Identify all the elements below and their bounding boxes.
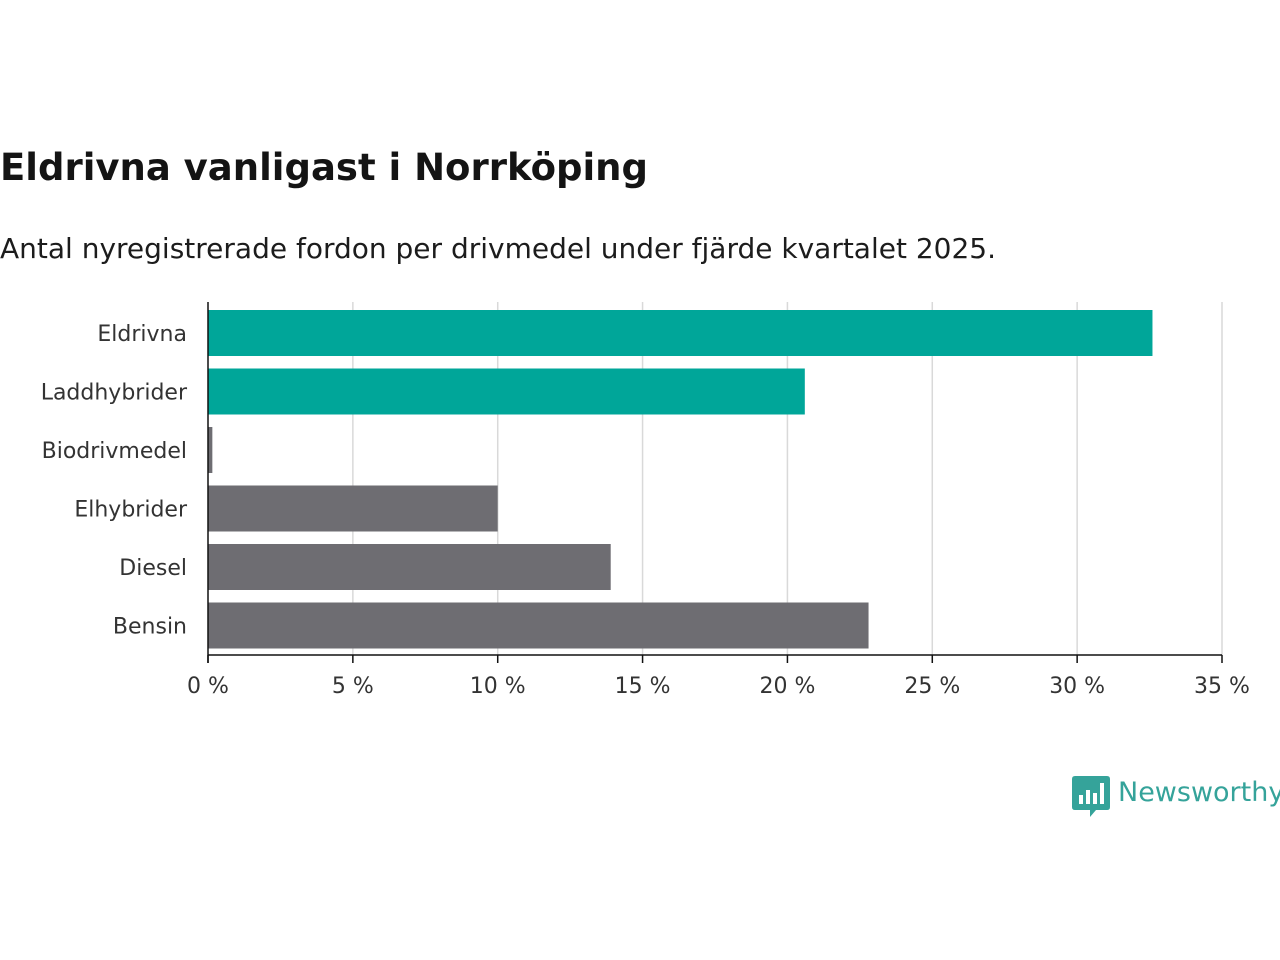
x-tick-label: 25 % bbox=[904, 674, 960, 699]
bar-chart-speech-bubble-icon bbox=[1072, 776, 1110, 817]
chart-subtitle: Antal nyregistrerade fordon per drivmede… bbox=[0, 232, 997, 265]
x-tick-label: 5 % bbox=[332, 674, 374, 699]
category-label: Biodrivmedel bbox=[42, 439, 187, 464]
category-labels: Eldrivna Laddhybrider Biodrivmedel Elhybrid… bbox=[41, 322, 188, 640]
category-label: Eldrivna bbox=[97, 322, 187, 347]
category-label: Laddhybrider bbox=[41, 381, 188, 406]
brand-name: Newsworthy bbox=[1118, 777, 1280, 808]
x-tick-label: 10 % bbox=[470, 674, 526, 699]
bar-bensin bbox=[208, 602, 869, 649]
x-tick-label: 30 % bbox=[1049, 674, 1105, 699]
bars bbox=[208, 310, 1153, 649]
category-label: Elhybrider bbox=[74, 498, 188, 523]
x-tick-label: 20 % bbox=[759, 674, 815, 699]
x-tick-label: 15 % bbox=[615, 674, 671, 699]
category-label: Diesel bbox=[119, 556, 187, 581]
x-tick-label: 35 % bbox=[1194, 674, 1250, 699]
x-axis: 0 % 5 % 10 % 15 % 20 % 25 % 30 % 35 % bbox=[187, 302, 1250, 699]
bar-eldrivna bbox=[208, 310, 1153, 356]
bar-laddhybrider bbox=[208, 368, 805, 415]
bar-biodrivmedel bbox=[208, 427, 213, 473]
category-label: Bensin bbox=[113, 615, 187, 640]
newsworthy-logo: Newsworthy bbox=[1072, 776, 1280, 820]
gridlines bbox=[352, 302, 1223, 655]
x-tick-label: 0 % bbox=[187, 674, 229, 699]
bar-elhybrider bbox=[208, 485, 498, 532]
chart-title: Eldrivna vanligast i Norrköping bbox=[0, 146, 648, 189]
bar-diesel bbox=[208, 544, 611, 590]
